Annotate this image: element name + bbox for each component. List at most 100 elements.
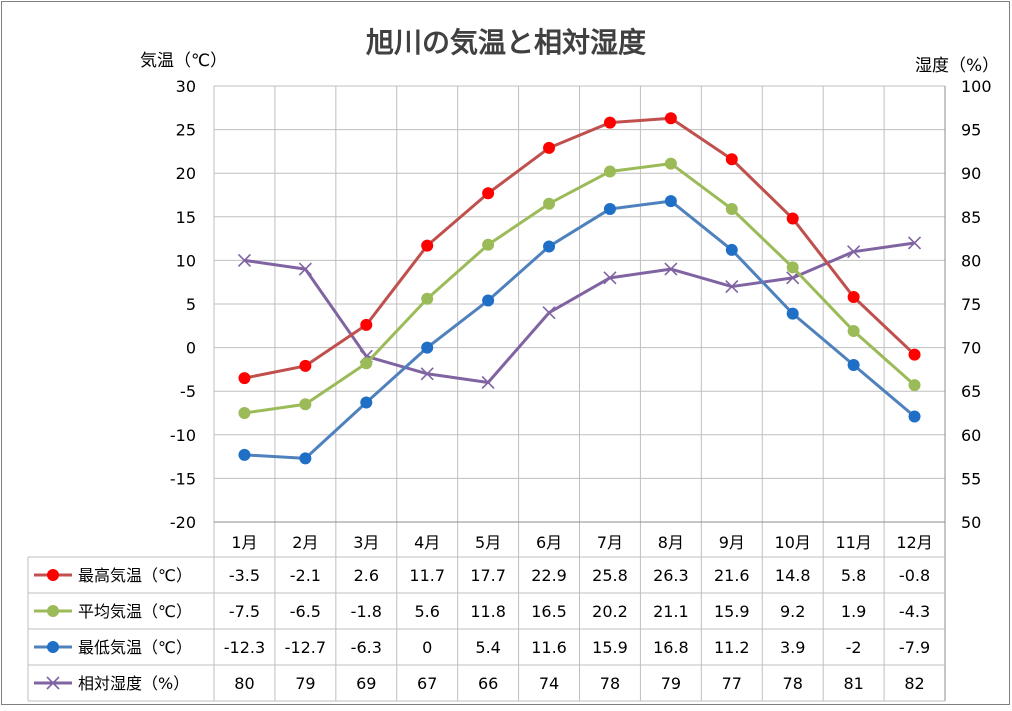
y-left-tick-label: 25	[176, 121, 196, 140]
data-point-marker	[542, 306, 556, 320]
data-point-marker	[786, 271, 800, 285]
table-cell-value: 14.8	[775, 566, 811, 585]
table-cell-value: 21.1	[653, 602, 689, 621]
y-right-tick-label: 100	[961, 77, 992, 96]
data-point-marker	[543, 197, 556, 210]
table-cell-value: 1.9	[841, 602, 866, 621]
chart-title: 旭川の気温と相対湿度	[366, 26, 646, 59]
table-cell-value: -0.8	[899, 566, 930, 585]
table-cell-value: 5.6	[414, 602, 439, 621]
table-cell-value: 20.2	[592, 602, 628, 621]
table-cell-value: 2.6	[354, 566, 379, 585]
y-right-tick-label: 80	[961, 251, 981, 270]
table-cell-value: 11.8	[470, 602, 506, 621]
table-cell-value: 16.8	[653, 638, 689, 657]
y-left-tick-label: 30	[176, 77, 196, 96]
y-right-tick-label: 75	[961, 295, 981, 314]
data-point-marker	[420, 367, 434, 381]
y-left-tick-label: 15	[176, 208, 196, 227]
y-left-tick-label: -15	[170, 469, 196, 488]
data-point-marker	[603, 116, 616, 129]
legend-key	[34, 676, 72, 690]
data-point-marker	[238, 372, 251, 385]
x-tick-label: 7月	[597, 533, 623, 552]
table-cell-value: 78	[783, 674, 803, 693]
table-cell-value: 78	[600, 674, 620, 693]
data-point-marker	[725, 279, 739, 294]
data-point-marker	[725, 202, 738, 215]
data-point-marker	[360, 396, 373, 409]
table-cell-value: 25.8	[592, 566, 628, 585]
data-point-marker	[299, 398, 312, 411]
gridlines	[213, 85, 946, 701]
marker-stroke	[603, 271, 617, 285]
table-cell-value: 3.9	[780, 638, 805, 657]
y-right-tick-label: 90	[961, 164, 981, 183]
plot-series	[237, 112, 922, 465]
table-cell-value: 5.4	[475, 638, 500, 657]
x-tick-label: 2月	[292, 533, 318, 552]
legend-series-name: 平均気温（℃）	[78, 602, 192, 621]
x-tick-label: 4月	[414, 533, 440, 552]
data-point-marker	[786, 307, 799, 320]
series-2	[238, 157, 921, 419]
y-right-tick-label: 50	[961, 513, 981, 532]
table-cell-value: -12.3	[224, 638, 265, 657]
y-right-tick-label: 70	[961, 339, 981, 358]
legend-key	[34, 641, 72, 653]
series-4	[237, 236, 922, 390]
table-cell-value: 0	[422, 638, 432, 657]
table-cell-value: 26.3	[653, 566, 689, 585]
table-cell-value: 11.7	[409, 566, 445, 585]
data-point-marker	[664, 195, 677, 208]
x-tick-label: 9月	[719, 533, 745, 552]
data-point-marker	[360, 318, 373, 331]
series-line	[244, 199, 916, 460]
data-point-marker	[481, 375, 495, 390]
legend-key	[34, 569, 72, 581]
y-axis-right-label: 湿度（%）	[915, 56, 999, 76]
series-line	[244, 116, 916, 380]
marker-stroke	[907, 236, 922, 250]
legend-series-name: 相対湿度（%）	[78, 674, 189, 693]
x-tick-label: 10月	[775, 533, 811, 552]
x-tick-label: 12月	[896, 533, 932, 552]
x-tick-label: 5月	[475, 533, 501, 552]
marker-stroke	[664, 262, 678, 276]
data-point-marker	[907, 236, 922, 250]
table-cell-value: 11.2	[714, 638, 750, 657]
data-point-marker	[482, 294, 495, 307]
x-tick-label: 8月	[658, 533, 684, 552]
data-point-marker	[908, 348, 921, 361]
table-cell-value: 15.9	[714, 602, 750, 621]
data-point-marker	[238, 407, 251, 419]
y-left-tick-label: 20	[176, 164, 196, 183]
data-point-marker	[237, 253, 252, 267]
table-cell-value: -7.5	[229, 602, 260, 621]
table-cell-value: 74	[539, 674, 559, 693]
data-point-marker	[543, 240, 556, 253]
table-cell-value: -3.5	[229, 566, 260, 585]
data-point-marker	[299, 452, 312, 465]
table-cell-value: 16.5	[531, 602, 567, 621]
y-left-tick-label: 5	[186, 295, 196, 314]
table-cell-value: 66	[478, 674, 498, 693]
data-point-marker	[298, 262, 312, 276]
marker-stroke	[847, 245, 861, 259]
legend-key	[34, 605, 72, 617]
data-point-marker	[482, 187, 495, 200]
y-right-tick-label: 60	[961, 426, 981, 445]
data-point-marker	[421, 292, 434, 305]
table-cell-value: 21.6	[714, 566, 750, 585]
data-point-marker	[299, 359, 312, 372]
y-left-tick-label: -10	[170, 426, 196, 445]
data-point-marker	[908, 410, 921, 423]
x-tick-label: 1月	[231, 533, 257, 552]
data-point-marker	[603, 202, 616, 215]
data-point-marker	[47, 641, 59, 653]
x-tick-label: 6月	[536, 533, 562, 552]
table-cell-value: 82	[904, 674, 924, 693]
data-point-marker	[543, 141, 556, 154]
table-cell-value: -7.9	[899, 638, 930, 657]
